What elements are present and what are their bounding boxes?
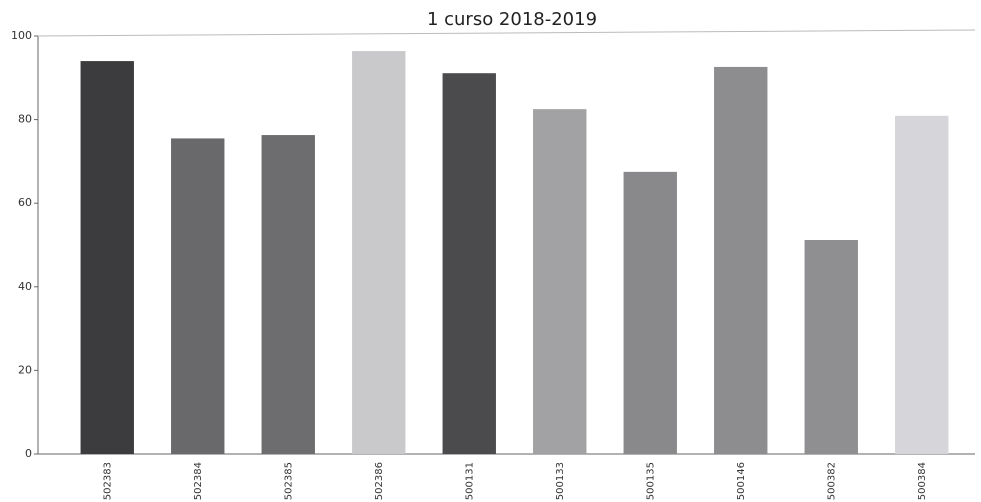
x-tick-label: 500384 bbox=[917, 462, 928, 500]
x-tick-label: 500146 bbox=[736, 462, 747, 500]
bar bbox=[804, 239, 858, 454]
x-tick-label: 502383 bbox=[102, 462, 113, 500]
bar bbox=[171, 138, 225, 454]
y-tick-label: 80 bbox=[18, 113, 32, 126]
x-tick-label: 502384 bbox=[193, 462, 204, 500]
bar bbox=[261, 135, 315, 455]
x-tick-label: 500135 bbox=[645, 462, 656, 500]
x-tick-label: 502385 bbox=[283, 462, 294, 500]
y-tick-label: 20 bbox=[18, 363, 32, 376]
bar bbox=[623, 171, 677, 454]
frame-top bbox=[37, 29, 976, 37]
bar bbox=[533, 109, 587, 455]
bar bbox=[895, 115, 949, 454]
bar bbox=[352, 51, 406, 454]
bar bbox=[714, 66, 768, 454]
y-tick-label: 100 bbox=[11, 29, 32, 42]
chart-title: 1 curso 2018-2019 bbox=[427, 9, 597, 30]
x-tick-label: 500382 bbox=[826, 462, 837, 500]
x-tick-label: 502386 bbox=[374, 462, 385, 500]
bar bbox=[442, 73, 496, 455]
x-tick-label: 500131 bbox=[464, 462, 475, 500]
y-tick-label: 40 bbox=[18, 280, 32, 293]
y-tick-label: 60 bbox=[18, 196, 32, 209]
x-tick-label: 500133 bbox=[555, 462, 566, 500]
y-tick-label: 0 bbox=[25, 447, 32, 460]
bar bbox=[80, 61, 134, 454]
